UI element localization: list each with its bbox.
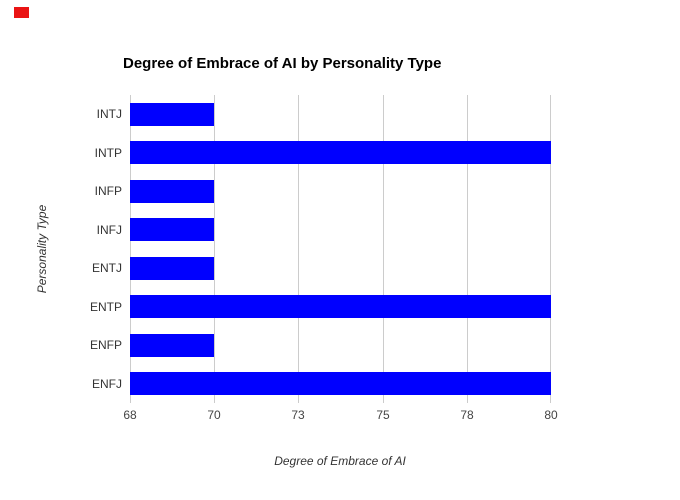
x-tick-label-78: 78 xyxy=(460,408,474,422)
bar-entj xyxy=(130,257,214,280)
x-tick-label-73: 73 xyxy=(291,408,305,422)
gridline-73 xyxy=(298,95,299,403)
gridline-78 xyxy=(467,95,468,403)
bar-enfp xyxy=(130,334,214,357)
bar-intj xyxy=(130,103,214,126)
gridline-80 xyxy=(550,95,551,403)
gridline-70 xyxy=(214,95,215,403)
y-category-label-intp: INTP xyxy=(94,146,122,160)
x-axis-title: Degree of Embrace of AI xyxy=(274,454,406,468)
gridline-68 xyxy=(130,95,131,403)
x-tick-label-75: 75 xyxy=(376,408,390,422)
y-category-label-infj: INFJ xyxy=(96,223,122,237)
red-marker xyxy=(14,7,29,18)
y-category-label-entp: ENTP xyxy=(89,300,122,314)
y-category-label-infp: INFP xyxy=(94,184,122,198)
bar-infp xyxy=(130,180,214,203)
y-category-label-intj: INTJ xyxy=(96,107,122,121)
plot-area xyxy=(130,95,551,403)
bar-entp xyxy=(130,295,551,318)
bar-infj xyxy=(130,218,214,241)
x-tick-label-68: 68 xyxy=(123,408,137,422)
y-category-label-enfp: ENFP xyxy=(89,338,122,352)
bar-enfj xyxy=(130,372,551,395)
chart-title: Degree of Embrace of AI by Personality T… xyxy=(123,55,442,72)
y-category-label-enfj: ENFJ xyxy=(92,377,122,391)
x-tick-label-70: 70 xyxy=(207,408,221,422)
bar-intp xyxy=(130,141,551,164)
gridline-75 xyxy=(383,95,384,403)
y-category-label-entj: ENTJ xyxy=(92,261,122,275)
x-tick-label-80: 80 xyxy=(544,408,558,422)
y-axis-title: Personality Type xyxy=(35,204,49,294)
